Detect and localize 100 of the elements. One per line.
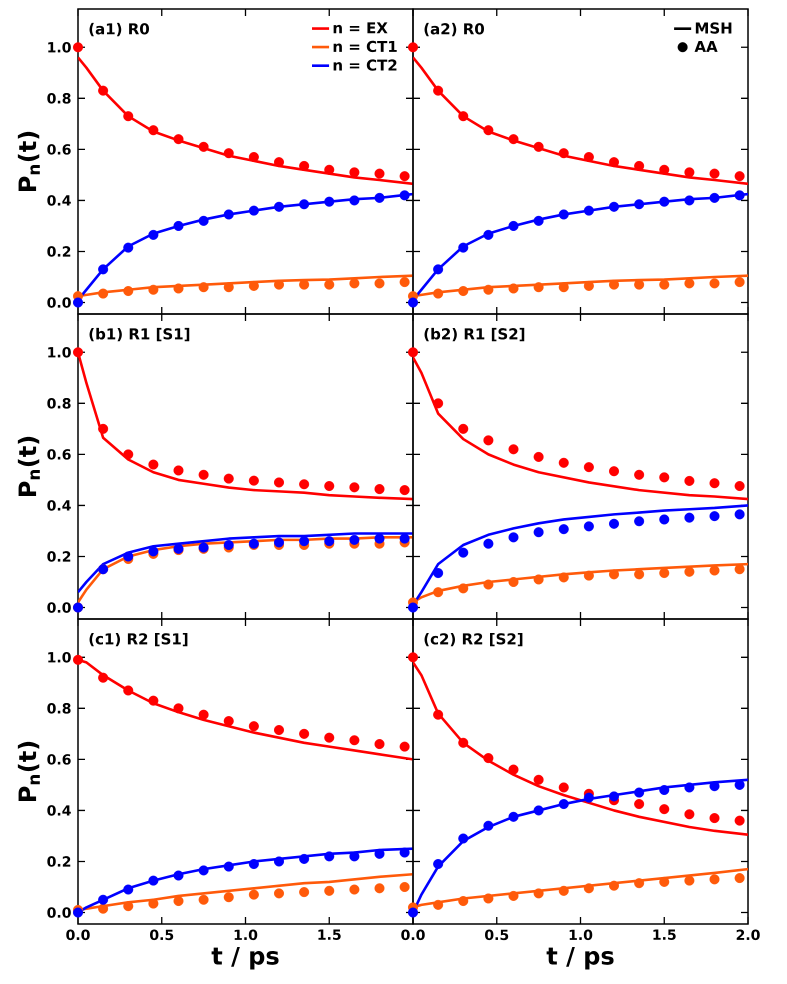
point <box>324 536 334 546</box>
point <box>609 202 620 212</box>
y-tick-label: 0.6 <box>47 754 71 765</box>
point <box>558 458 569 468</box>
point <box>534 452 544 462</box>
point <box>400 277 410 288</box>
text: (c1) R2 [S1] <box>90 632 188 646</box>
point <box>224 474 234 484</box>
point <box>734 816 745 826</box>
point <box>558 524 569 534</box>
point <box>508 283 519 294</box>
point <box>374 534 385 544</box>
point <box>400 742 410 752</box>
point <box>458 548 468 558</box>
y-tick-label: 0.8 <box>47 398 71 409</box>
x-tick-label: 1.5 <box>653 930 676 940</box>
point <box>483 753 494 764</box>
point <box>734 481 745 492</box>
point <box>224 209 234 220</box>
point <box>324 196 334 207</box>
point <box>508 890 519 901</box>
point <box>324 851 334 862</box>
point <box>148 898 158 909</box>
point <box>400 848 410 858</box>
point <box>684 809 694 820</box>
point <box>349 884 360 895</box>
point <box>123 685 134 696</box>
point <box>349 482 360 492</box>
point <box>558 282 569 292</box>
point <box>558 782 569 792</box>
point <box>349 851 360 862</box>
point <box>324 164 334 175</box>
point <box>634 199 644 210</box>
point <box>174 703 184 714</box>
point <box>433 398 444 408</box>
point <box>558 886 569 896</box>
point <box>508 764 519 775</box>
point <box>98 424 108 434</box>
point <box>433 710 444 720</box>
point <box>299 887 310 898</box>
point <box>374 192 385 203</box>
legend-label: n = CT1 <box>334 40 397 52</box>
point <box>98 288 108 299</box>
point <box>584 570 594 581</box>
point <box>224 862 234 872</box>
text: (a1) R0 <box>90 22 149 36</box>
point <box>349 735 360 746</box>
point <box>710 278 720 288</box>
point <box>534 527 544 538</box>
point <box>634 516 644 526</box>
point <box>248 721 259 732</box>
point <box>123 884 134 895</box>
point <box>483 820 494 831</box>
point <box>433 288 444 299</box>
point <box>710 874 720 884</box>
y-tick-label: 0.0 <box>47 907 71 918</box>
point <box>634 799 644 810</box>
point <box>483 125 494 136</box>
point <box>324 732 334 743</box>
point <box>734 171 745 182</box>
point <box>248 476 259 486</box>
point <box>584 462 594 472</box>
point <box>483 435 494 446</box>
point <box>734 190 745 200</box>
point <box>299 536 310 546</box>
point <box>483 230 494 240</box>
y-tick-label: 0.8 <box>47 93 71 104</box>
point <box>174 465 184 476</box>
point <box>584 792 594 803</box>
point <box>98 904 108 914</box>
point <box>148 125 158 136</box>
point <box>374 278 385 288</box>
point <box>73 654 83 665</box>
point <box>710 511 720 522</box>
legend-label: n = EX <box>334 22 388 34</box>
point <box>98 86 108 96</box>
point <box>534 774 544 785</box>
point <box>374 168 385 179</box>
point <box>458 286 468 296</box>
point <box>609 791 620 802</box>
point <box>508 444 519 454</box>
y-axis-title: P$_{n}$(t) <box>18 436 40 496</box>
point <box>710 192 720 203</box>
point <box>224 540 234 550</box>
point <box>349 278 360 288</box>
point <box>123 901 134 912</box>
point <box>458 834 468 844</box>
point <box>400 485 410 496</box>
point <box>710 566 720 576</box>
point <box>408 42 418 52</box>
y-tick-label: 0.0 <box>47 602 71 613</box>
y-axis-title: P$_{n}$(t) <box>18 742 40 802</box>
x-tick-label: 0.0 <box>66 930 90 940</box>
point <box>224 282 234 292</box>
point <box>400 171 410 182</box>
point <box>73 42 83 52</box>
point <box>584 206 594 216</box>
point <box>684 876 694 886</box>
point <box>584 280 594 291</box>
point <box>248 890 259 900</box>
